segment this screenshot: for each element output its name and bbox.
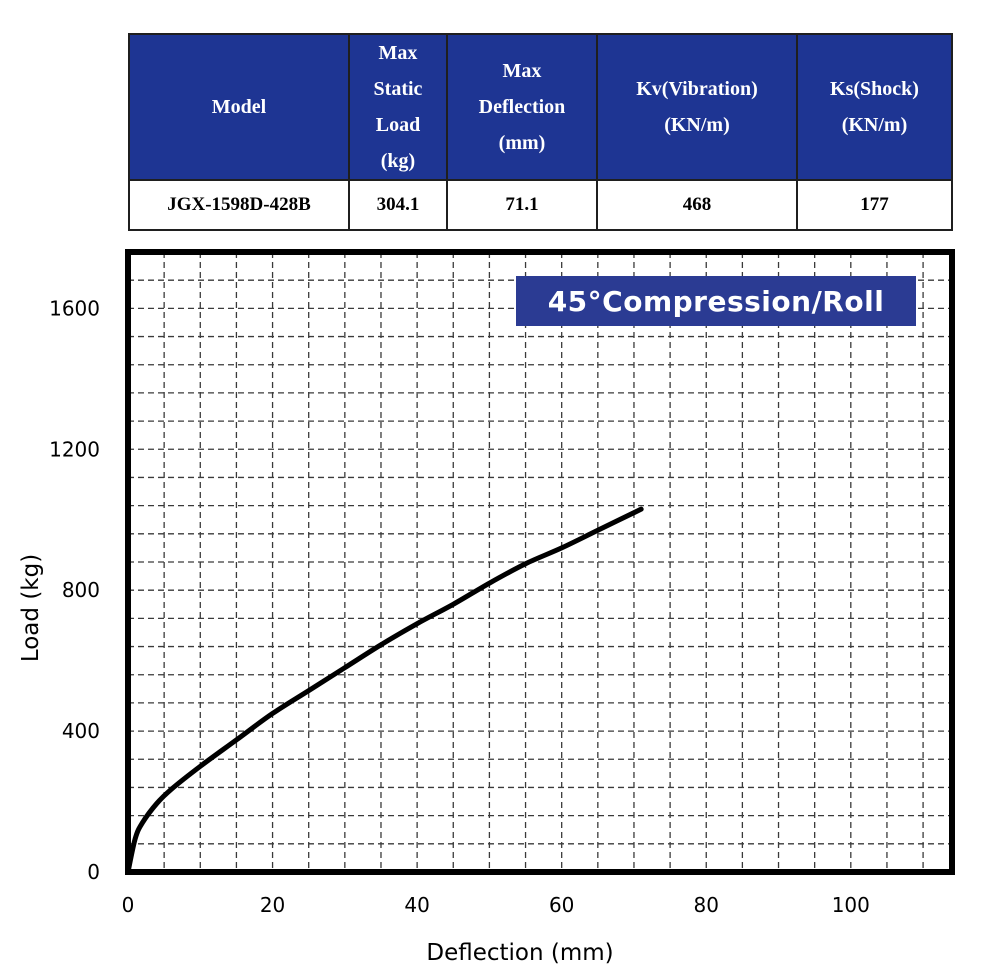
load-deflection-chart: 0 20 40 60 80 100 0 400 800 1200 1600 45°Compressi…: [18, 249, 955, 966]
cell-max-static-load: 304.1: [348, 179, 448, 231]
x-tick-label: 80: [694, 893, 719, 917]
series-line: [125, 506, 644, 875]
header-max-deflection: Max Deflection (mm): [446, 33, 598, 181]
plot-frame: [125, 249, 955, 875]
table-row: JGX-1598D-428B 304.1 71.1 468 177: [128, 179, 953, 231]
x-tick-label: 0: [122, 893, 135, 917]
y-tick-label: 800: [62, 578, 100, 602]
header-model: Model: [128, 33, 350, 181]
grid-layer: [128, 252, 952, 872]
y-tick-label: 1200: [49, 437, 100, 461]
x-tick-label: 60: [549, 893, 574, 917]
cell-model: JGX-1598D-428B: [128, 179, 350, 231]
header-ks-shock: Ks(Shock) (KN/m): [796, 33, 953, 181]
header-kv-vibration: Kv(Vibration) (KN/m): [596, 33, 798, 181]
chart-title-badge: 45°Compression/Roll: [516, 276, 916, 326]
x-axis-title: Deflection (mm): [426, 940, 613, 966]
cell-ks: 177: [796, 179, 953, 231]
y-tick-label: 0: [87, 860, 100, 884]
x-tick-label: 100: [832, 893, 870, 917]
spec-table: Model Max Static Load (kg) Max Deflectio…: [128, 33, 953, 231]
y-axis-title: Load (kg): [18, 554, 44, 662]
chart-title-background: [516, 276, 916, 326]
cell-max-deflection: 71.1: [446, 179, 598, 231]
y-tick-label: 400: [62, 719, 100, 743]
table-header-row: Model Max Static Load (kg) Max Deflectio…: [128, 33, 953, 181]
y-tick-label: 1600: [49, 296, 100, 320]
curve-layer: [125, 506, 644, 875]
header-max-static-load: Max Static Load (kg): [348, 33, 448, 181]
cell-kv: 468: [596, 179, 798, 231]
x-tick-label: 20: [260, 893, 285, 917]
chart-title: 45°Compression/Roll: [548, 285, 885, 318]
x-tick-label: 40: [404, 893, 429, 917]
tick-layer: 0 20 40 60 80 100 0 400 800 1200 1600: [49, 296, 870, 917]
